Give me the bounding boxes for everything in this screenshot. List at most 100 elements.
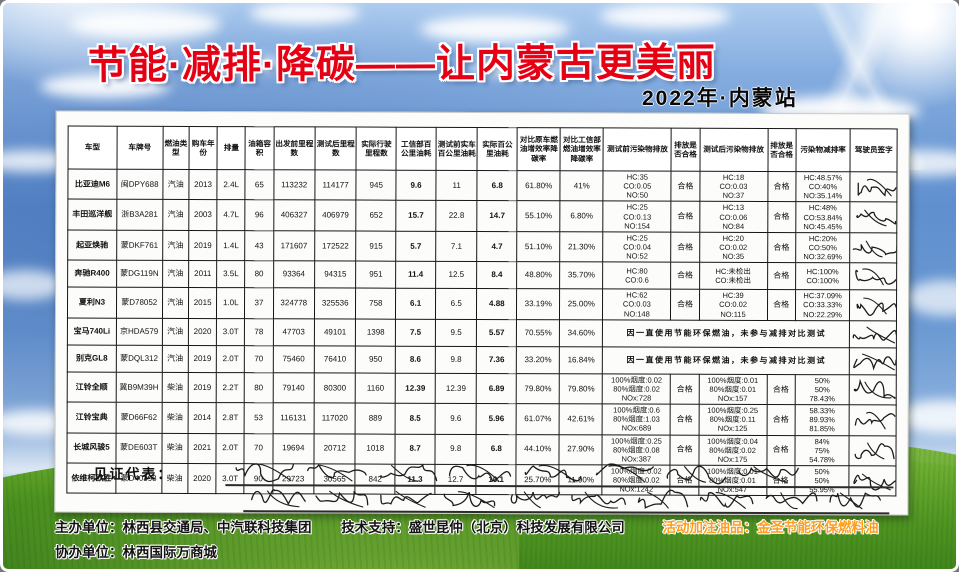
driver-signature (849, 290, 897, 321)
signature-scribble (448, 464, 512, 483)
poster-title: 节能·减排·降碳——让内蒙古更美丽 (87, 41, 717, 88)
cell-before: 22.8 (435, 200, 478, 232)
cell-odo_start: 324778 (273, 288, 315, 319)
cell-odo_start: 171607 (273, 230, 315, 262)
cell-odo_end: 114177 (314, 169, 357, 201)
table-row: 江铃全顺 冀B9M39H 柴油 2019 2.2T 80 79140 80300 1160 12.… (67, 371, 897, 406)
cell-disp: 3.0T (216, 318, 245, 346)
table-header-row: 车型 车牌号 燃油类型 购车年份 排量 油箱容积 出发前里程数 测试后里程数 实际行驶里程数 工信… (67, 126, 898, 172)
cell-before: 11 (435, 170, 478, 201)
cell-odo_end: 406979 (314, 200, 357, 231)
cell-model: 宝马740Li (67, 317, 117, 345)
driver-signature (849, 435, 897, 466)
cell-before: 12.5 (435, 261, 478, 289)
driver-signature (850, 202, 897, 233)
cell-plate: 蒙DQL312 (116, 344, 162, 373)
cell-emis_after: HC:13 CO:0.06 NO:84 (699, 201, 768, 233)
signature-scribble (853, 326, 897, 344)
cell-odo_end: 94315 (314, 261, 357, 289)
cell-disp: 3.5L (216, 260, 246, 288)
cell-emis_before: HC:25 CO:0.13 NO:154 (603, 201, 672, 233)
cell-plate: 冀B9M39H (116, 371, 162, 403)
cell-model: 起亚焕驰 (67, 229, 117, 261)
cell-model: 别克GL8 (67, 344, 117, 372)
cell-pass2: 合格 (766, 404, 795, 436)
signature-scribble (306, 463, 367, 482)
signature-scribble (510, 491, 561, 509)
cell-plate: 蒙DG119N (116, 260, 163, 288)
signature-scribble (853, 473, 896, 491)
cloud (905, 280, 959, 316)
cell-emis_after: HC:39 CO:0.02 NO:115 (699, 289, 768, 321)
cell-vs_gov: 41% (560, 170, 604, 202)
signature-scribble (856, 297, 897, 316)
cell-pass1: 合格 (670, 404, 699, 435)
cell-tank: 80 (244, 372, 273, 403)
signature-scribble (443, 491, 496, 508)
column-header: 燃油类型 (162, 126, 190, 170)
cell-fuel: 柴油 (161, 402, 189, 434)
signature-scribble (856, 209, 897, 227)
witness-signature-line (225, 456, 894, 489)
cell-vs_gov: 42.61% (559, 403, 603, 435)
cell-pass1: 合格 (670, 289, 700, 320)
cell-model: 奔驰R400 (67, 260, 117, 288)
cell-disp: 1.0L (216, 287, 245, 319)
signature-scribble (666, 465, 727, 485)
cell-pass1: 合格 (671, 171, 700, 202)
driver-signature (849, 374, 897, 406)
cell-vs_orig: 61.07% (516, 403, 560, 435)
cell-gov: 9.6 (396, 170, 436, 201)
tech-support-text: 技术支持：盛世昆仲（北京）科技发展有限公司 (341, 520, 625, 535)
cell-tank: 37 (244, 287, 274, 319)
cell-year: 2003 (188, 199, 218, 231)
cell-gov: 6.1 (395, 288, 436, 320)
cell-vs_gov: 16.84% (559, 346, 603, 374)
cell-odo_start: 93364 (273, 261, 315, 289)
cell-emis_before: 100%烟度:0.6 80%烟度:1.03 NOx:689 (602, 404, 671, 435)
cell-before: 12.39 (435, 373, 477, 404)
cell-tank: 96 (245, 200, 274, 231)
cell-pass1: 合格 (671, 201, 700, 233)
cell-fuel: 汽油 (161, 287, 189, 319)
driver-signature (849, 320, 897, 348)
cell-year: 2014 (188, 402, 217, 434)
driver-signature (850, 232, 897, 264)
cell-actual: 8.4 (476, 261, 517, 289)
cell-year: 2011 (188, 260, 217, 288)
column-header: 油箱容积 (245, 126, 274, 170)
driver-signature (850, 171, 897, 203)
cell-odo_start: 113232 (273, 169, 315, 201)
cell-distance: 951 (355, 261, 396, 289)
cell-distance: 889 (355, 403, 396, 434)
cell-vs_gov: 21.30% (559, 231, 604, 263)
cell-before: 9.6 (435, 403, 477, 435)
signature-scribble (738, 466, 799, 484)
signature-scribble (699, 492, 754, 509)
cell-plate: 蒙DKF761 (116, 230, 163, 261)
cell-before: 7.1 (435, 231, 478, 262)
cell-emis_before: 100%烟度:0.02 80%烟度:0.02 NOx:728 (602, 373, 671, 405)
column-header: 实际百公里油耗 (477, 127, 518, 171)
signature-scribble (250, 489, 306, 508)
no-comparison-note: 因一直使用节能环保燃油，未参与减排对比测试 (602, 319, 850, 348)
column-header: 测试前实车百公里油耗 (435, 127, 478, 171)
cell-reduction: HC:37.09% CO:33.33% NO:22.29% (795, 289, 850, 321)
table-row: 长城风骏5 蒙DE603T 柴油 2021 2.0T 70 19694 20712 1018 8.… (66, 432, 897, 466)
signature-scribble (595, 463, 654, 483)
cell-odo_end: 117020 (314, 403, 356, 434)
cell-actual: 7.36 (476, 346, 517, 374)
cell-actual: 4.88 (476, 288, 517, 320)
signature-scribble (854, 379, 896, 400)
cell-gov: 8.5 (395, 403, 436, 434)
cell-odo_end: 172522 (314, 230, 357, 262)
cell-emis_after: 100%烟度:0.01 80%烟度:0.01 NOx:157 (698, 373, 767, 405)
cell-tank: 70 (244, 345, 273, 373)
column-header: 工信部百公里油耗 (396, 127, 437, 171)
cell-pass1: 合格 (671, 232, 700, 263)
witness-signature-line (243, 482, 890, 515)
table-row: 起亚焕驰 蒙DKF761 汽油 2019 1.4L 43 171607 172522 915 5.… (67, 229, 897, 264)
cell-reduction: HC:48.57% CO:40% NO:35.14% (795, 171, 851, 203)
column-header: 车型 (67, 126, 118, 170)
cell-actual: 6.8 (477, 170, 518, 202)
